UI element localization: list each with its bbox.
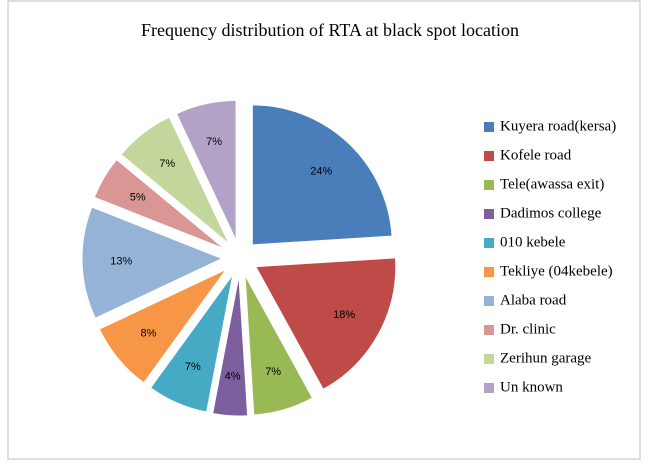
pie-slice: [244, 275, 314, 416]
legend-swatch: [484, 267, 494, 277]
legend-swatch: [484, 238, 494, 248]
legend-label: Kofele road: [500, 147, 572, 163]
pie-slice: [98, 269, 227, 384]
legend-label: Tele(awassa exit): [500, 176, 604, 192]
data-label: 7%: [185, 361, 201, 373]
pie-slice: [81, 206, 224, 319]
legend-swatch: [484, 209, 494, 219]
legend-swatch: [484, 325, 494, 335]
data-label: 13%: [110, 256, 132, 268]
legend-label: Un known: [500, 379, 563, 395]
legend-swatch: [484, 383, 494, 393]
pie-slice: [175, 99, 237, 241]
data-label: 5%: [130, 191, 146, 203]
legend-label: Tekliye (04kebele): [500, 263, 613, 279]
pie-slice: [120, 116, 230, 245]
pie-slice: [251, 104, 393, 246]
data-label: 7%: [265, 366, 281, 378]
pie-slice: [254, 257, 397, 391]
legend-swatch: [484, 151, 494, 161]
pie-slice: [93, 158, 225, 250]
data-label: 4%: [225, 370, 241, 382]
legend-swatch: [484, 354, 494, 364]
data-label: 24%: [310, 165, 332, 177]
chart-title: Frequency distribution of RTA at black s…: [141, 20, 519, 40]
legend-label: 010 kebele: [500, 234, 566, 250]
legend-label: Kuyera road(kersa): [500, 118, 616, 134]
data-label: 8%: [141, 328, 157, 340]
legend-label: Dr. clinic: [500, 321, 556, 337]
legend-label: Alaba road: [500, 292, 567, 308]
pie-slice: [212, 275, 249, 417]
data-label: 7%: [206, 136, 222, 148]
pie-slice: [149, 274, 234, 413]
legend-label: Dadimos college: [500, 205, 602, 221]
data-label: 18%: [333, 309, 355, 321]
legend-swatch: [484, 180, 494, 190]
legend-swatch: [484, 122, 494, 132]
legend-label: Zerihun garage: [500, 350, 592, 366]
legend-swatch: [484, 296, 494, 306]
data-label: 7%: [159, 158, 175, 170]
